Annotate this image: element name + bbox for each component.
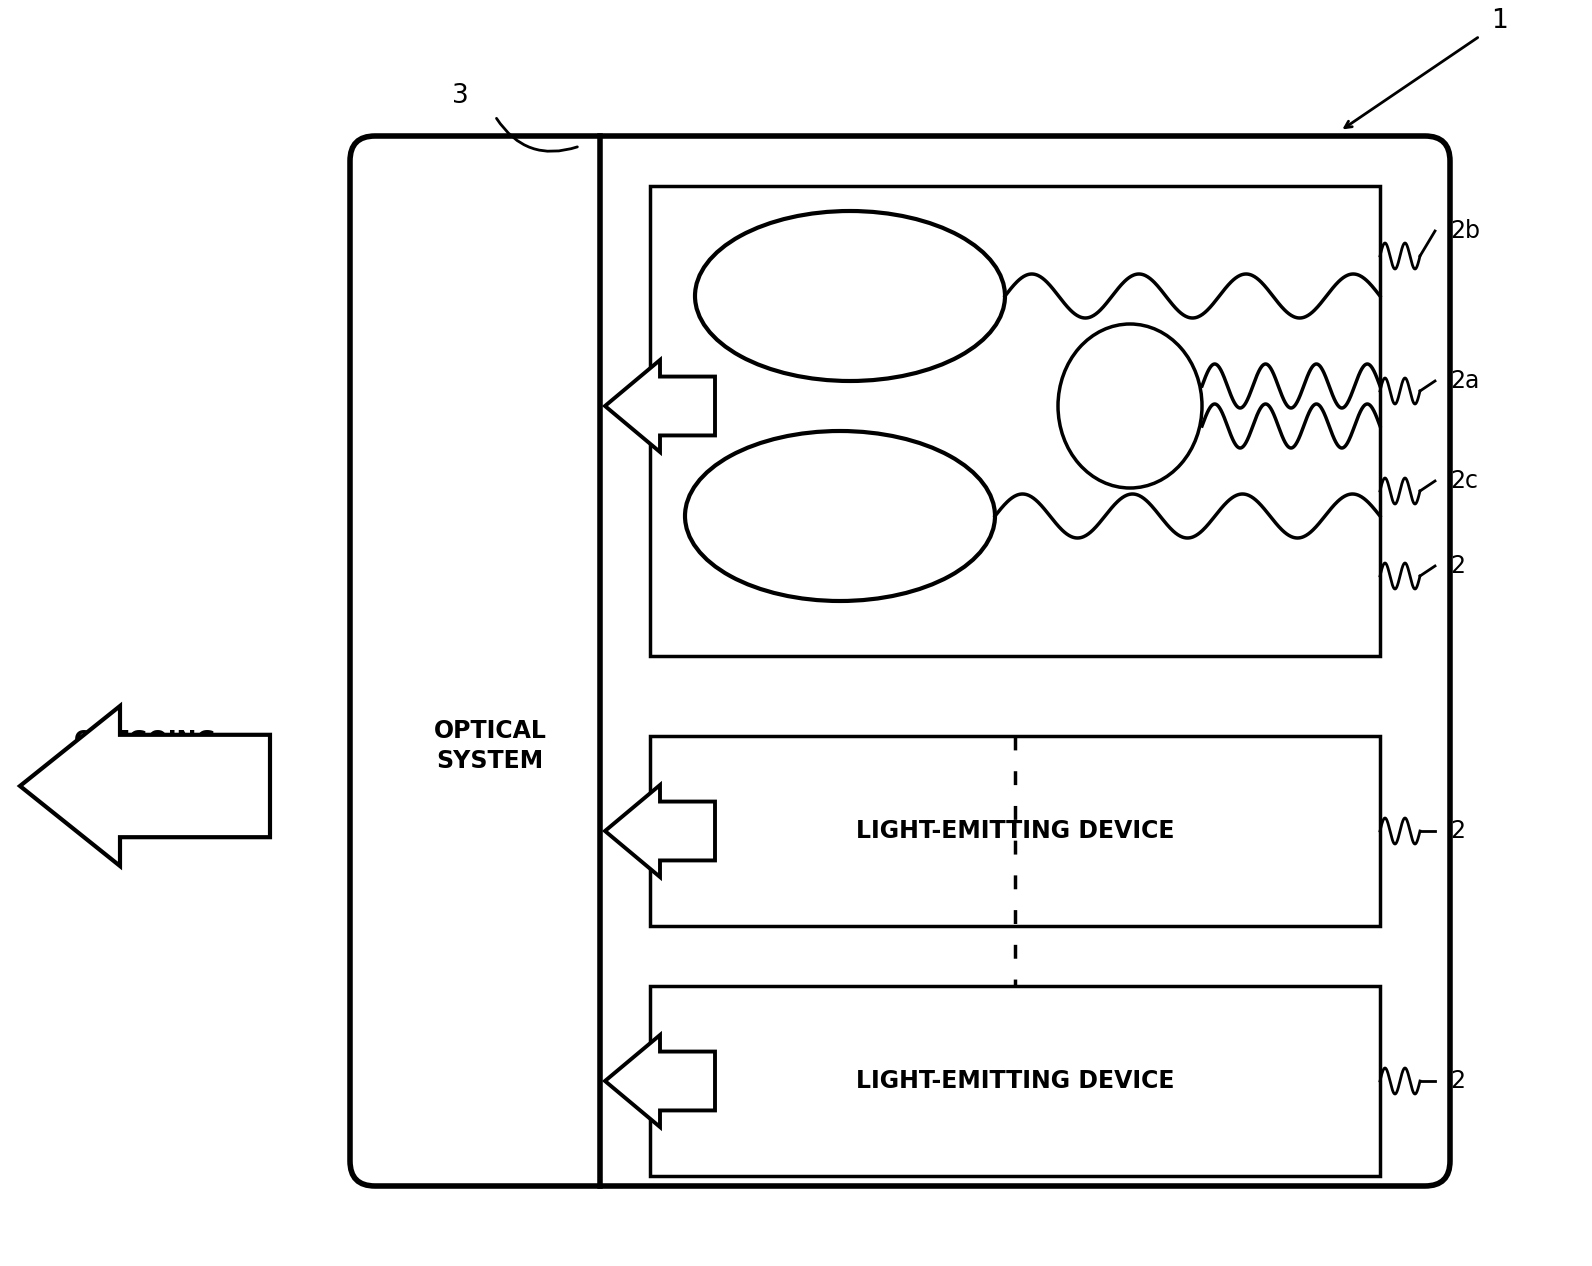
Ellipse shape [685,430,995,601]
Text: LIGHT-EMITTING DEVICE: LIGHT-EMITTING DEVICE [856,819,1175,843]
Text: 2b: 2b [1450,219,1481,243]
Bar [650,736,1380,925]
FancyArrowPatch shape [497,118,578,152]
Polygon shape [21,706,271,866]
Polygon shape [605,360,715,452]
Text: 2: 2 [1450,1069,1465,1093]
Ellipse shape [696,211,1005,381]
Text: 1: 1 [1492,8,1508,34]
Text: 2: 2 [1450,819,1465,843]
Polygon shape [605,785,715,877]
Bar [650,986,1380,1176]
Text: 2c: 2c [1450,468,1477,492]
FancyBboxPatch shape [350,135,1450,1186]
Ellipse shape [1059,324,1202,487]
Bar [650,186,1380,656]
Text: 2a: 2a [1450,368,1479,392]
Text: 2: 2 [1450,555,1465,579]
Text: FIRST
PHOSPHOR: FIRST PHOSPHOR [775,270,925,323]
Text: OUTGOING
LIGHT: OUTGOING LIGHT [73,729,217,782]
Text: OPTICAL
SYSTEM: OPTICAL SYSTEM [433,719,546,772]
Text: SECOND
PHOSPHOR: SECOND PHOSPHOR [766,489,915,543]
Polygon shape [605,1036,715,1127]
Text: 3: 3 [452,84,468,109]
Text: LIGHT-EMITTING DEVICE: LIGHT-EMITTING DEVICE [856,1069,1175,1093]
